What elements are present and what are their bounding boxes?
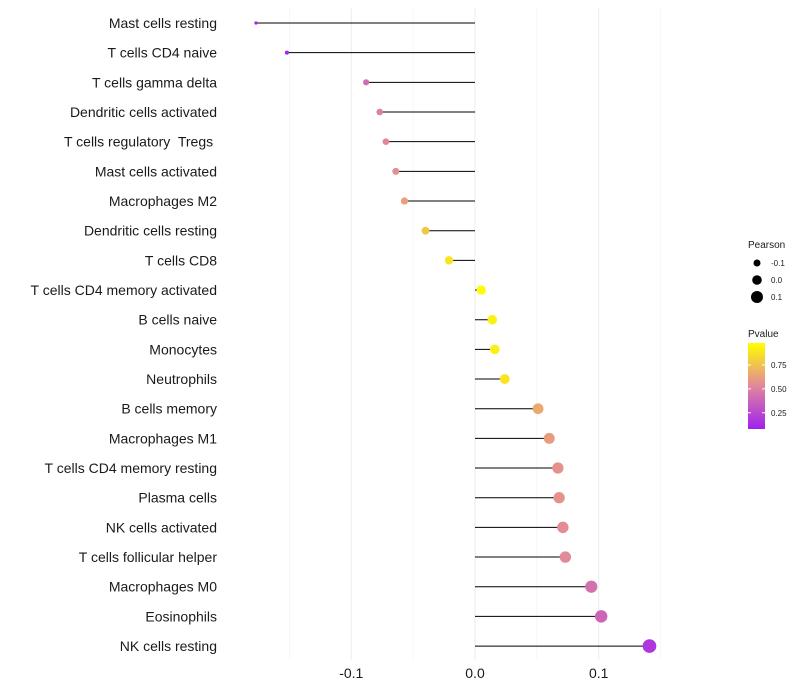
lollipop-point (382, 138, 390, 146)
lollipop-stems (255, 22, 650, 647)
category-labels: Mast cells resting T cells CD4 naive T cel… (31, 15, 218, 654)
lollipop-point (392, 167, 400, 175)
size-legend-key (751, 291, 763, 303)
category-label: Eosinophils (145, 608, 217, 624)
category-label: B cells memory (121, 401, 217, 417)
color-legend-title: Pvalue (748, 329, 779, 340)
lollipop-point (553, 492, 565, 504)
lollipop-point (376, 108, 384, 116)
category-label: B cells naive (138, 312, 217, 328)
category-label: T cells CD8 (145, 252, 217, 268)
x-tick-label: 0.1 (589, 665, 609, 681)
lollipop-point (559, 551, 572, 563)
color-legend-label: 0.50 (771, 385, 787, 394)
category-label: T cells CD4 naive (108, 45, 218, 61)
category-label: Plasma cells (138, 490, 217, 506)
grid-lines (288, 8, 662, 660)
lollipop-point (532, 403, 544, 415)
category-label: Macrophages M2 (109, 193, 217, 209)
category-label: T cells regulatory Tregs (64, 134, 217, 150)
category-label: NK cells resting (120, 638, 217, 654)
lollipop-point (400, 197, 409, 205)
color-legend-label: 0.25 (771, 409, 787, 418)
category-label: Macrophages M0 (109, 579, 217, 595)
lollipop-point (585, 580, 598, 593)
lollipop-point (254, 21, 258, 25)
lollipop-point (363, 79, 370, 86)
category-label: Mast cells activated (95, 163, 217, 179)
x-axis-ticks: -0.1 0.0 0.1 (339, 665, 608, 681)
size-legend-key (752, 275, 762, 285)
lollipop-point (444, 256, 454, 265)
lollipop-point (642, 639, 657, 653)
x-tick-label: -0.1 (339, 665, 363, 681)
size-legend-key (753, 259, 761, 267)
category-label: T cells follicular helper (79, 549, 218, 565)
lollipop-point (476, 285, 486, 295)
legend: Pearson -0.1 0.0 0.1 Pvalue 0.25 0.50 0.75 (748, 240, 787, 429)
category-label: T cells gamma delta (92, 74, 217, 90)
category-label: Dendritic cells resting (84, 223, 217, 239)
category-label: Monocytes (149, 341, 217, 357)
size-legend-label: 0.0 (771, 276, 783, 285)
lollipop-point (489, 344, 500, 355)
color-legend-bar (748, 343, 765, 429)
category-label: Neutrophils (146, 371, 217, 387)
lollipop-point (499, 374, 510, 384)
category-label: NK cells activated (106, 519, 217, 535)
size-legend-label: -0.1 (771, 259, 785, 268)
lollipop-points (254, 21, 657, 653)
category-label: Dendritic cells activated (70, 104, 217, 120)
lollipop-point (487, 314, 498, 325)
lollipop-point (284, 50, 289, 55)
category-label: Mast cells resting (109, 15, 217, 31)
lollipop-point (543, 432, 555, 444)
x-tick-label: 0.0 (465, 665, 485, 681)
size-legend-label: 0.1 (771, 293, 783, 302)
lollipop-point (552, 462, 564, 474)
lollipop-point (594, 610, 608, 623)
category-label: T cells CD4 memory activated (31, 282, 217, 298)
color-legend-label: 0.75 (771, 361, 787, 370)
category-label: T cells CD4 memory resting (45, 460, 217, 476)
size-legend-title: Pearson (748, 240, 785, 251)
lollipop-point (557, 521, 569, 534)
category-label: Macrophages M1 (109, 430, 217, 446)
lollipop-point (421, 226, 430, 235)
